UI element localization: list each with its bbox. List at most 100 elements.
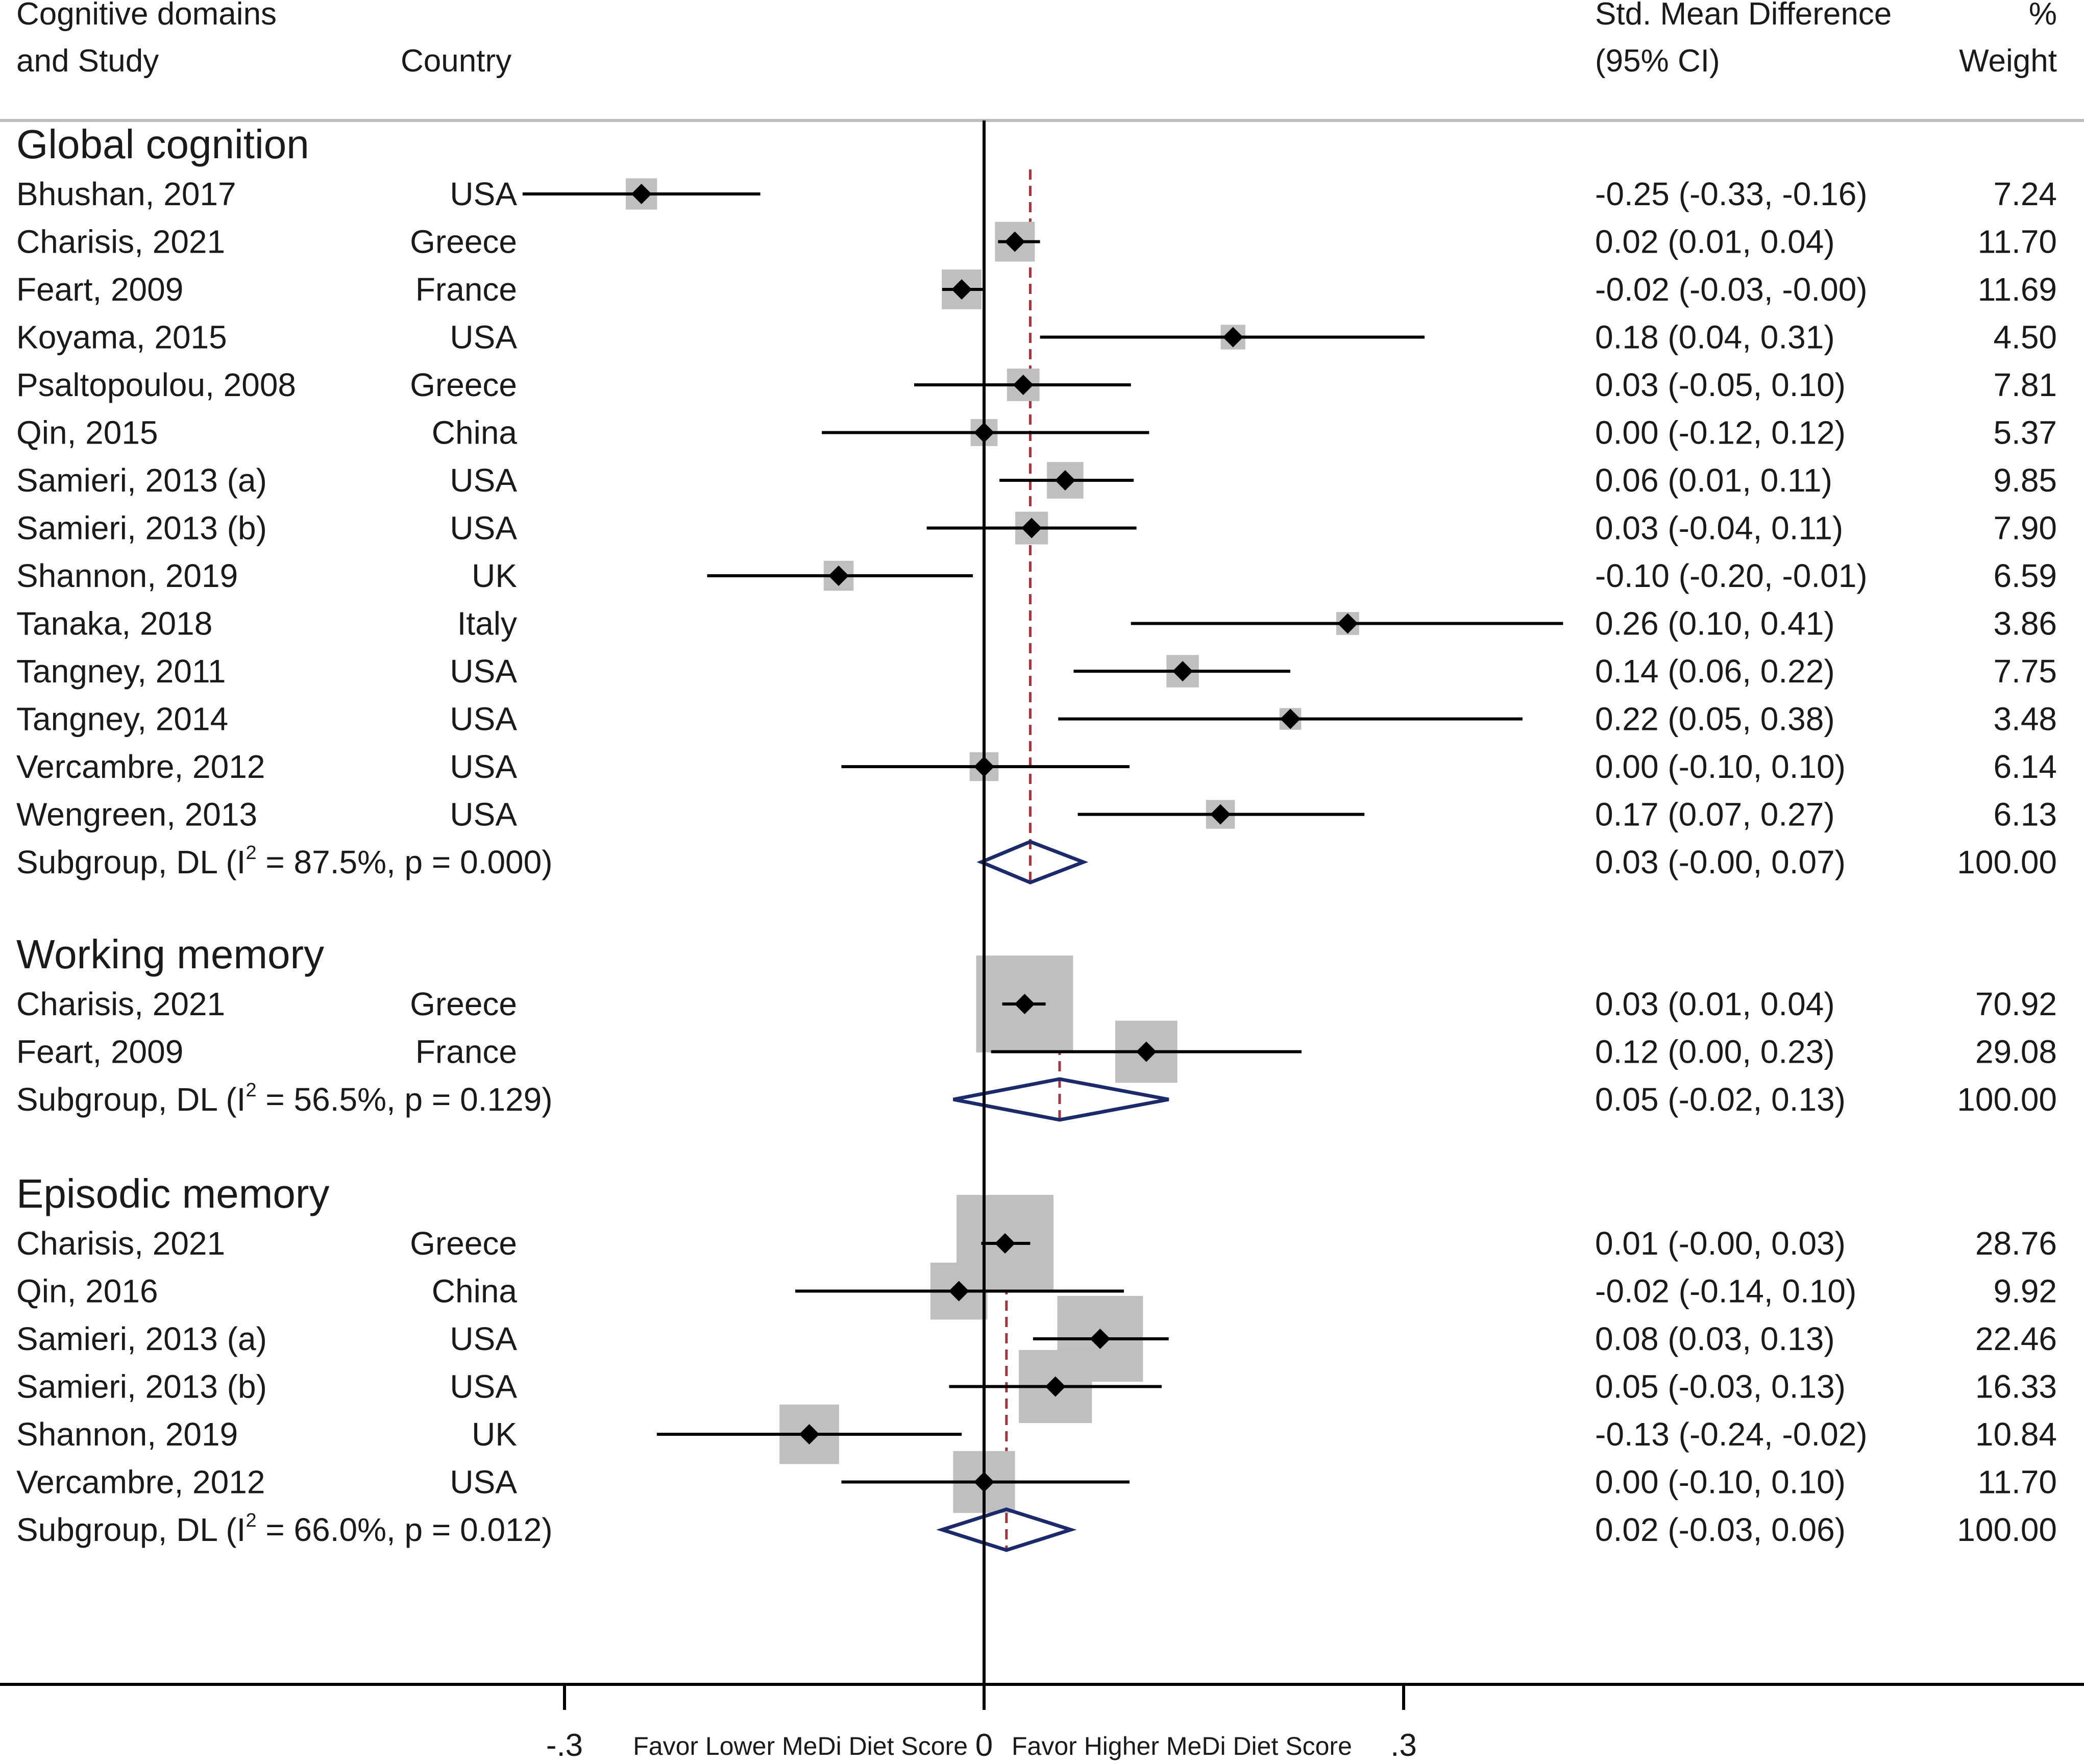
weight-value: 7.90 [1993, 510, 2057, 547]
point-estimate-marker [995, 1233, 1016, 1254]
effect-ci-text: 0.03 (-0.05, 0.10) [1595, 366, 1846, 403]
tick-label: .3 [1390, 1728, 1417, 1763]
point-estimate-marker [1013, 375, 1034, 395]
subgroup-row: Subgroup, DL (I2 = 66.0%, p = 0.012) 0.02… [16, 1507, 2057, 1552]
weight-value: 6.14 [1993, 748, 2057, 785]
weight-value: 3.86 [1993, 605, 2057, 642]
study-country: Greece [410, 366, 517, 403]
i-squared-superscript: 2 [246, 1080, 256, 1101]
effect-ci-text: 0.00 (-0.10, 0.10) [1595, 748, 1846, 785]
tick-label: -.3 [546, 1728, 583, 1763]
effect-ci-text: -0.02 (-0.03, -0.00) [1595, 271, 1868, 308]
study-country: France [415, 1034, 517, 1070]
study-row: Psaltopoulou, 2008 Greece 0.03 (-0.05, 0.1… [16, 366, 2057, 403]
effect-ci-text: 0.14 (0.06, 0.22) [1595, 653, 1835, 690]
study-name: Charisis, 2021 [16, 1225, 225, 1262]
weight-value: 11.70 [1978, 1464, 2057, 1501]
study-country: USA [450, 1320, 517, 1357]
subgroup-ci-text: 0.03 (-0.00, 0.07) [1595, 844, 1846, 880]
study-country: Italy [457, 605, 517, 642]
weight-value: 7.81 [1993, 366, 2057, 403]
study-name: Samieri, 2013 (b) [16, 1368, 267, 1405]
point-estimate-marker [1090, 1329, 1111, 1349]
study-country: France [415, 271, 517, 308]
subgroup-label-pre: Subgroup, DL (I [16, 1081, 246, 1118]
subgroup-label-pre: Subgroup, DL (I [16, 844, 246, 880]
weight-value: 11.69 [1978, 271, 2057, 308]
subgroup-row: Subgroup, DL (I2 = 87.5%, p = 0.000) 0.03… [16, 840, 2057, 885]
study-row: Samieri, 2013 (b) USA 0.05 (-0.03, 0.13) 16… [16, 1350, 2057, 1424]
weight-value: 9.85 [1993, 462, 2057, 499]
effect-ci-text: 0.05 (-0.03, 0.13) [1595, 1368, 1846, 1405]
effect-ci-text: 0.08 (0.03, 0.13) [1595, 1320, 1835, 1357]
weight-value: 16.33 [1975, 1368, 2057, 1405]
weight-value: 7.75 [1993, 653, 2057, 690]
study-name: Samieri, 2013 (a) [16, 462, 267, 499]
point-estimate-marker [1172, 661, 1193, 681]
point-estimate-marker [1280, 708, 1301, 729]
study-name: Tangney, 2014 [16, 701, 228, 738]
study-country: Greece [410, 1225, 517, 1262]
i-squared-superscript: 2 [246, 1510, 256, 1531]
effect-ci-text: 0.17 (0.07, 0.27) [1595, 796, 1835, 833]
study-name: Charisis, 2021 [16, 986, 225, 1022]
study-country: China [432, 1273, 518, 1310]
weight-value: 28.76 [1975, 1225, 2057, 1262]
effect-ci-text: 0.06 (0.01, 0.11) [1595, 462, 1832, 499]
study-row: Wengreen, 2013 USA 0.17 (0.07, 0.27) 6.13 [16, 796, 2057, 833]
study-name: Samieri, 2013 (b) [16, 510, 267, 547]
point-estimate-marker [1222, 327, 1243, 348]
group-2: Episodic memory Charisis, 2021 Greece 0.01 … [16, 1171, 2057, 1552]
study-country: Greece [410, 224, 517, 260]
favor-higher-label: Favor Higher MeDi Diet Score [1012, 1732, 1352, 1760]
study-row: Shannon, 2019 UK -0.10 (-0.20, -0.01) 6.59 [16, 557, 2057, 594]
point-estimate-marker [1021, 518, 1042, 538]
study-name: Koyama, 2015 [16, 319, 227, 356]
weight-value: 70.92 [1975, 986, 2057, 1022]
study-country: Greece [410, 986, 517, 1022]
study-name: Charisis, 2021 [16, 224, 225, 260]
study-row: Samieri, 2013 (a) USA 0.08 (0.03, 0.13) 22.… [16, 1296, 2057, 1382]
study-name: Feart, 2009 [16, 271, 183, 308]
study-country: USA [450, 796, 517, 833]
point-estimate-marker [1014, 994, 1035, 1014]
subgroup-label-pre: Subgroup, DL (I [16, 1511, 246, 1548]
point-estimate-marker [631, 184, 652, 204]
subgroup-weight: 100.00 [1957, 1081, 2057, 1118]
study-row: Feart, 2009 France -0.02 (-0.03, -0.00) 11.… [16, 270, 2057, 309]
point-estimate-marker [828, 566, 849, 586]
study-row: Samieri, 2013 (b) USA 0.03 (-0.04, 0.11) 7.… [16, 510, 2057, 547]
subgroup-weight: 100.00 [1957, 1511, 2057, 1548]
subgroup-ci-text: 0.02 (-0.03, 0.06) [1595, 1511, 1846, 1548]
weight-value: 10.84 [1975, 1416, 2057, 1453]
weight-value: 5.37 [1993, 414, 2057, 451]
study-country: USA [450, 1464, 517, 1501]
subgroup-label-post: = 56.5%, p = 0.129) [257, 1081, 553, 1118]
header-weight-line1: % [2029, 0, 2057, 32]
subgroup-label: Subgroup, DL (I2 = 56.5%, p = 0.129) [16, 1080, 553, 1118]
effect-ci-text: 0.03 (0.01, 0.04) [1595, 986, 1835, 1022]
point-estimate-marker [948, 1281, 969, 1302]
study-row: Charisis, 2021 Greece 0.03 (0.01, 0.04) 70.… [16, 955, 2057, 1052]
point-estimate-marker [1045, 1376, 1066, 1397]
weight-value: 3.48 [1993, 701, 2057, 738]
study-country: USA [450, 748, 517, 785]
study-row: Koyama, 2015 USA 0.18 (0.04, 0.31) 4.50 [16, 319, 2057, 356]
header-domains-line2: and Study [16, 43, 159, 79]
effect-ci-text: 0.26 (0.10, 0.41) [1595, 605, 1835, 642]
i-squared-superscript: 2 [246, 842, 256, 864]
weight-value: 9.92 [1993, 1273, 2057, 1310]
effect-ci-text: 0.03 (-0.04, 0.11) [1595, 510, 1843, 547]
subgroup-label: Subgroup, DL (I2 = 87.5%, p = 0.000) [16, 842, 553, 880]
header-domains-line1: Cognitive domains [16, 0, 277, 32]
subgroup-diamond [953, 1077, 1169, 1122]
point-estimate-marker [1136, 1041, 1157, 1062]
group-title: Episodic memory [16, 1171, 330, 1216]
subgroup-weight: 100.00 [1957, 844, 2057, 880]
point-estimate-marker [951, 279, 972, 300]
study-country: UK [472, 1416, 517, 1453]
study-name: Qin, 2016 [16, 1273, 158, 1310]
tick-label: 0 [975, 1728, 993, 1763]
effect-ci-text: 0.00 (-0.12, 0.12) [1595, 414, 1846, 451]
